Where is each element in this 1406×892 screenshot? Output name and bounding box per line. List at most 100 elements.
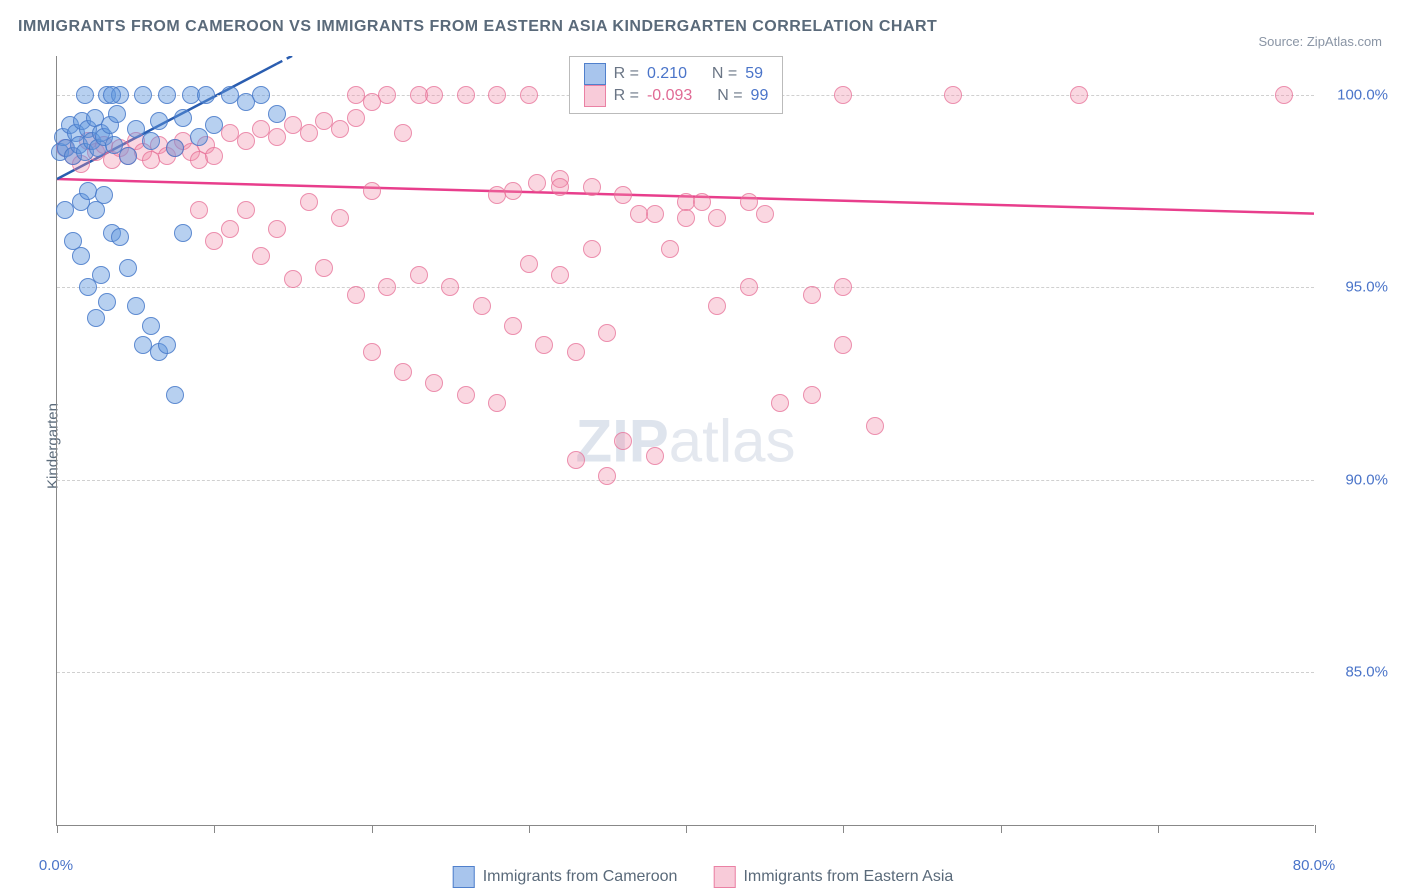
stat-row-cameroon: R = 0.210 N = 59 — [584, 63, 769, 85]
data-point — [284, 270, 302, 288]
gridline — [57, 672, 1314, 673]
data-point — [425, 86, 443, 104]
data-point — [205, 147, 223, 165]
data-point — [473, 297, 491, 315]
data-point — [535, 336, 553, 354]
data-point — [98, 293, 116, 311]
legend-label: Immigrants from Eastern Asia — [743, 868, 953, 886]
data-point — [488, 86, 506, 104]
data-point — [315, 259, 333, 277]
data-point — [771, 394, 789, 412]
data-point — [1070, 86, 1088, 104]
data-point — [834, 336, 852, 354]
data-point — [205, 116, 223, 134]
data-point — [740, 193, 758, 211]
chart-title: IMMIGRANTS FROM CAMEROON VS IMMIGRANTS F… — [18, 18, 937, 36]
x-tick — [372, 825, 373, 833]
data-point — [614, 186, 632, 204]
y-tick-label: 100.0% — [1337, 86, 1388, 103]
data-point — [504, 317, 522, 335]
data-point — [166, 139, 184, 157]
data-point — [803, 386, 821, 404]
data-point — [410, 86, 428, 104]
data-point — [72, 247, 90, 265]
source-label: Source: ZipAtlas.com — [1258, 34, 1382, 49]
bottom-legend: Immigrants from Cameroon Immigrants from … — [453, 866, 954, 888]
x-tick — [214, 825, 215, 833]
x-tick-label: 0.0% — [39, 857, 73, 874]
data-point — [205, 232, 223, 250]
data-point — [834, 278, 852, 296]
watermark: ZIPatlas — [575, 406, 795, 475]
data-point — [87, 309, 105, 327]
data-point — [268, 220, 286, 238]
data-point — [441, 278, 459, 296]
y-tick-label: 90.0% — [1345, 471, 1388, 488]
data-point — [457, 386, 475, 404]
data-point — [457, 86, 475, 104]
data-point — [150, 112, 168, 130]
gridline — [57, 287, 1314, 288]
data-point — [425, 374, 443, 392]
data-point — [614, 432, 632, 450]
swatch-pink — [713, 866, 735, 888]
x-tick-label: 80.0% — [1293, 857, 1336, 874]
data-point — [174, 224, 192, 242]
legend-item: Immigrants from Cameroon — [453, 866, 678, 888]
data-point — [944, 86, 962, 104]
data-point — [127, 297, 145, 315]
data-point — [866, 417, 884, 435]
data-point — [394, 124, 412, 142]
data-point — [598, 324, 616, 342]
data-point — [394, 363, 412, 381]
x-tick — [843, 825, 844, 833]
data-point — [142, 132, 160, 150]
data-point — [108, 105, 126, 123]
data-point — [190, 201, 208, 219]
y-tick-label: 85.0% — [1345, 664, 1388, 681]
plot-area: ZIPatlas 85.0%90.0%95.0%100.0%R = 0.210 … — [56, 56, 1314, 826]
data-point — [567, 343, 585, 361]
stat-row-eastern-asia: R = -0.093 N = 99 — [584, 85, 769, 107]
data-point — [1275, 86, 1293, 104]
data-point — [268, 128, 286, 146]
data-point — [119, 147, 137, 165]
data-point — [111, 228, 129, 246]
data-point — [237, 132, 255, 150]
x-tick — [1158, 825, 1159, 833]
data-point — [504, 182, 522, 200]
x-tick — [1001, 825, 1002, 833]
swatch-blue — [584, 63, 606, 85]
data-point — [103, 86, 121, 104]
data-point — [158, 86, 176, 104]
data-point — [79, 278, 97, 296]
data-point — [252, 247, 270, 265]
trend-lines — [57, 56, 1314, 825]
data-point — [646, 205, 664, 223]
data-point — [551, 178, 569, 196]
data-point — [378, 278, 396, 296]
data-point — [520, 86, 538, 104]
data-point — [363, 182, 381, 200]
data-point — [134, 86, 152, 104]
data-point — [646, 447, 664, 465]
data-point — [221, 220, 239, 238]
data-point — [76, 86, 94, 104]
data-point — [87, 201, 105, 219]
data-point — [56, 201, 74, 219]
data-point — [583, 240, 601, 258]
x-tick — [686, 825, 687, 833]
data-point — [567, 451, 585, 469]
data-point — [708, 297, 726, 315]
data-point — [95, 186, 113, 204]
data-point — [347, 286, 365, 304]
data-point — [740, 278, 758, 296]
data-point — [237, 201, 255, 219]
x-tick — [57, 825, 58, 833]
legend-label: Immigrants from Cameroon — [483, 868, 678, 886]
data-point — [158, 336, 176, 354]
data-point — [756, 205, 774, 223]
data-point — [190, 128, 208, 146]
stats-box: R = 0.210 N = 59R = -0.093 N = 99 — [569, 56, 784, 114]
data-point — [127, 120, 145, 138]
